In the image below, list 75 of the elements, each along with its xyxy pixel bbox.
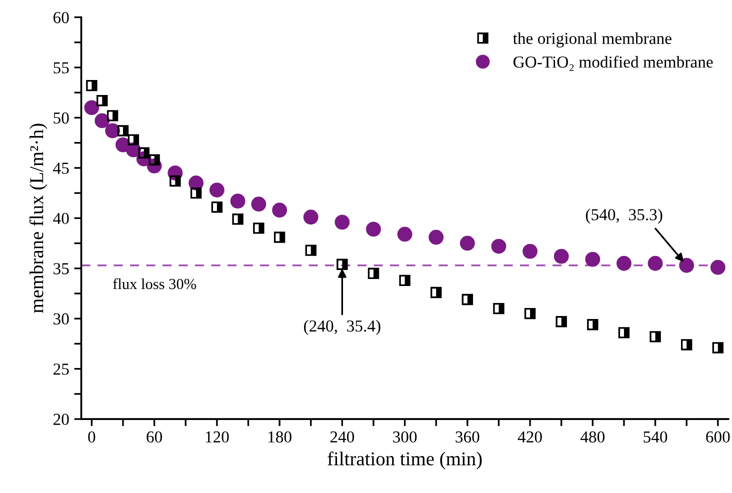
x-tick-label: 60	[146, 431, 162, 443]
x-tick-label: 240	[330, 431, 354, 443]
point	[556, 316, 567, 328]
point	[712, 342, 724, 354]
point	[368, 268, 380, 279]
y-tick-label: 35	[54, 263, 69, 274]
y-tick-label: 55	[54, 62, 69, 74]
point	[106, 110, 118, 122]
point	[96, 95, 108, 106]
x-tick-label: 420	[518, 431, 542, 443]
point	[232, 214, 244, 225]
point	[190, 187, 202, 199]
point	[680, 339, 692, 350]
point	[303, 210, 318, 225]
point	[334, 214, 350, 230]
x-tick-label: 360	[456, 431, 480, 443]
legend-label: the origional membrane	[512, 32, 672, 48]
x-tick-label: 600	[706, 431, 730, 443]
point	[148, 154, 160, 166]
point	[585, 252, 600, 267]
y-tick-label: 30	[54, 313, 69, 325]
point	[618, 327, 630, 338]
point	[84, 100, 100, 116]
y-tick-label: 45	[53, 162, 69, 174]
point	[430, 286, 442, 298]
point	[209, 182, 224, 198]
point	[128, 134, 140, 146]
point	[399, 274, 410, 286]
x-axis-title: filtration time (min)	[328, 452, 482, 470]
point	[493, 302, 504, 314]
point	[648, 256, 663, 271]
point	[274, 232, 286, 243]
y-tick-label: 25	[54, 364, 69, 375]
y-tick-label: 40	[53, 212, 69, 224]
x-tick-label: 480	[580, 431, 605, 443]
point	[105, 123, 120, 138]
point	[554, 248, 569, 264]
point	[710, 260, 726, 275]
ref-line-label: flux loss 30%	[113, 278, 196, 290]
point	[524, 308, 536, 320]
point	[397, 226, 412, 242]
x-tick-label: 120	[206, 431, 229, 443]
point	[253, 222, 264, 234]
annotation: (240, 35.4)	[304, 320, 380, 336]
point	[170, 175, 181, 187]
point	[616, 256, 632, 271]
point	[138, 147, 150, 158]
annotation: (540, 35.3)	[586, 208, 662, 224]
point	[94, 113, 110, 128]
y-tick-label: 50	[54, 112, 69, 124]
legend-label: GO-TiO₂ modified membrane	[513, 56, 713, 71]
x-tick-label: 540	[644, 431, 668, 443]
x-tick-label: 300	[393, 431, 417, 443]
point	[305, 244, 316, 256]
point	[117, 125, 129, 136]
point	[650, 331, 661, 342]
point	[366, 222, 381, 237]
y-tick-label: 20	[54, 414, 69, 425]
point	[462, 294, 474, 306]
point	[251, 196, 266, 212]
point	[491, 238, 506, 254]
point	[587, 319, 598, 330]
point	[460, 236, 475, 251]
x-tick-label: 0	[88, 431, 96, 443]
x-tick-label: 180	[268, 431, 292, 443]
point	[428, 230, 444, 245]
point	[336, 258, 348, 270]
point	[86, 80, 98, 92]
point	[211, 202, 223, 213]
point	[522, 244, 538, 259]
point	[272, 202, 288, 218]
point	[679, 258, 694, 273]
y-tick-label: 60	[53, 12, 69, 24]
y-axis-title: membrane flux (L/m²·h)	[29, 124, 48, 313]
point	[230, 194, 246, 209]
